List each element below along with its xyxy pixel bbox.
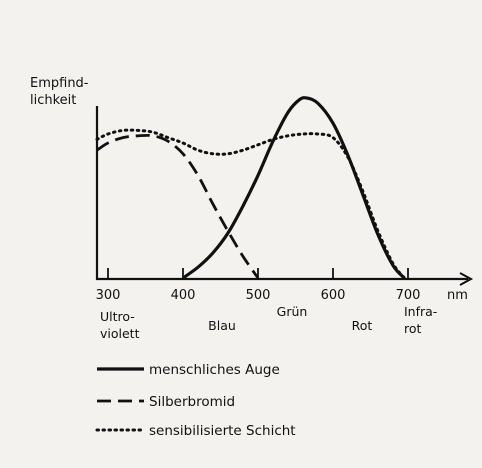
region-label-4: Rot xyxy=(352,318,373,333)
labels: 300 400 500 600 700 nm Empfind-lichkeit Ultro-v… xyxy=(30,76,468,341)
x-tick-label-300: 300 xyxy=(96,288,121,303)
series-line-sensibilisierte-schicht xyxy=(95,128,406,280)
x-tick-label-700: 700 xyxy=(396,288,421,303)
region-label-5-b: rot xyxy=(404,321,422,336)
region-label-1: Ultro- xyxy=(100,309,135,324)
legend-label-3: sensibilisierte Schicht xyxy=(149,423,296,439)
axes xyxy=(95,106,474,286)
x-axis-arrow xyxy=(459,272,474,286)
region-label-1-b: violett xyxy=(100,326,140,341)
region-label-5: Infra- xyxy=(404,304,437,319)
curves xyxy=(95,96,406,280)
x-unit-label: nm xyxy=(447,288,468,303)
region-label-3: Grün xyxy=(277,304,308,319)
series-line-silberbromid xyxy=(96,133,260,279)
x-tick-label-600: 600 xyxy=(321,288,346,303)
x-tick-label-400: 400 xyxy=(171,288,196,303)
legend-label-2: Silberbromid xyxy=(149,394,235,410)
x-tick-label-500: 500 xyxy=(246,288,271,303)
y-axis-label-line-1: Empfind- xyxy=(30,76,89,91)
legend: menschliches Auge Silberbromid sensibilisi… xyxy=(95,362,296,439)
region-label-2: Blau xyxy=(208,318,236,333)
y-axis-label-line-2: lichkeit xyxy=(30,93,76,108)
legend-label-1: menschliches Auge xyxy=(149,362,280,378)
series-line-menschliches-auge xyxy=(182,96,406,280)
